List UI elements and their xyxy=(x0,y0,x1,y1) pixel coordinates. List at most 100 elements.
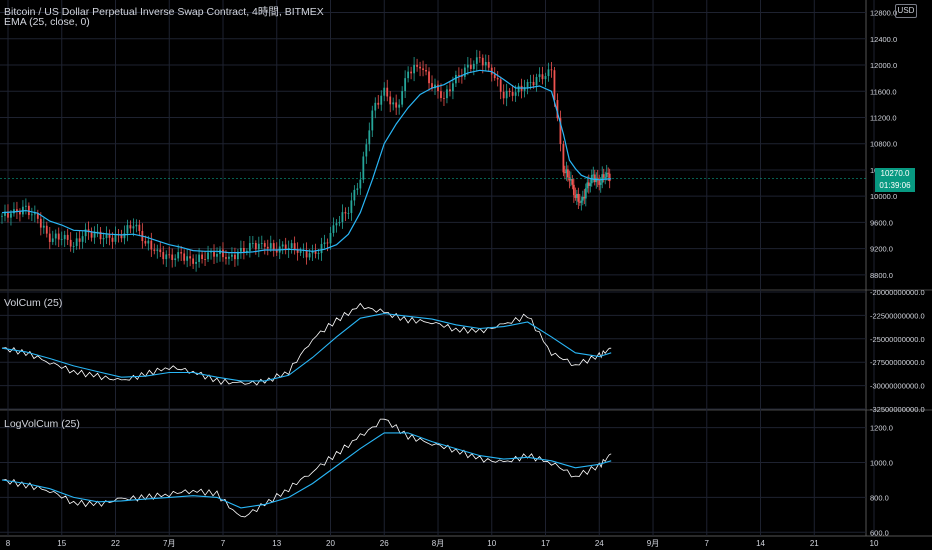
candle-body xyxy=(350,200,353,213)
candle-body xyxy=(556,100,559,119)
candle-body xyxy=(60,239,63,241)
candle-body xyxy=(493,74,496,79)
x-tick-label: 7 xyxy=(705,539,710,548)
candle-body xyxy=(7,211,9,218)
candle-body xyxy=(198,254,200,262)
candle-body xyxy=(30,214,33,216)
candle-body xyxy=(565,169,568,174)
candle-body xyxy=(213,251,215,257)
x-tick-label: 24 xyxy=(595,539,604,548)
candle-body xyxy=(481,57,484,66)
ema-indicator-label[interactable]: EMA (25, close, 0) xyxy=(4,16,90,28)
y-tick-label: 1000.0 xyxy=(870,459,893,468)
candle-body xyxy=(290,243,293,248)
logvolcum-title[interactable]: LogVolCum (25) xyxy=(4,418,80,430)
x-tick-label: 8 xyxy=(6,539,11,548)
candle-body xyxy=(201,254,203,259)
candle-body xyxy=(90,232,93,238)
price-axis[interactable]: 12800.0 12400.0 12000.0 11600.0 11200.0 10800… xyxy=(870,9,925,538)
candle-body xyxy=(605,172,608,178)
candle-body xyxy=(51,238,54,242)
candle-body xyxy=(275,249,278,253)
candle-body xyxy=(99,231,102,240)
candle-body xyxy=(332,225,335,233)
candle-body xyxy=(407,71,410,79)
candle-body xyxy=(529,81,532,83)
y-tick-label: 800.0 xyxy=(870,493,889,502)
x-tick-label: 7 xyxy=(221,539,226,548)
candle-body xyxy=(538,74,541,78)
candle-body xyxy=(204,258,206,260)
candle-body xyxy=(599,182,602,185)
candle-body xyxy=(260,243,263,244)
y-tick-label: 11200.0 xyxy=(870,113,897,122)
candle-body xyxy=(54,233,57,239)
y-tick-label: 10000.0 xyxy=(870,192,897,201)
candle-body xyxy=(532,81,535,86)
candle-body xyxy=(580,200,583,203)
candle-body xyxy=(566,169,569,178)
y-tick-label: -22500000000.0 xyxy=(870,311,925,320)
candle-body xyxy=(484,61,487,66)
candle-body xyxy=(487,61,490,68)
candle-body xyxy=(601,174,604,183)
indicator-line xyxy=(1,302,612,386)
candle-body xyxy=(353,189,356,201)
grid xyxy=(0,0,932,537)
candle-body xyxy=(602,174,605,178)
x-tick-label: 8月 xyxy=(432,539,444,548)
price-pane xyxy=(0,49,866,272)
candle-body xyxy=(365,144,368,157)
candle-body xyxy=(572,184,575,196)
y-tick-label: -32500000000.0 xyxy=(870,405,925,414)
candle-body xyxy=(452,83,454,92)
x-tick-label: 26 xyxy=(380,539,389,548)
candle-body xyxy=(210,251,212,253)
candle-body xyxy=(150,240,153,250)
candle-body xyxy=(472,63,475,69)
y-tick-label: 8800.0 xyxy=(870,271,893,280)
candle-body xyxy=(422,68,424,70)
candle-body xyxy=(502,91,505,99)
candle-body xyxy=(455,74,457,84)
y-tick-label: -27500000000.0 xyxy=(870,358,925,367)
y-tick-label: 9600.0 xyxy=(870,218,893,227)
candle-body xyxy=(242,248,245,252)
candle-body xyxy=(45,225,48,234)
candle-body xyxy=(401,91,404,105)
candle-body xyxy=(69,239,72,247)
candle-body xyxy=(263,243,266,247)
candle-body xyxy=(33,213,36,215)
candle-body xyxy=(308,253,311,258)
time-axis[interactable]: 8 15 22 7月 7 13 20 26 8月 10 17 24 9月 7 14 21 10 xyxy=(6,539,879,548)
currency-badge[interactable]: USD xyxy=(895,4,917,18)
candle-body xyxy=(553,70,556,101)
candle-body xyxy=(78,238,81,242)
candle-body xyxy=(66,234,69,240)
candle-body xyxy=(404,78,407,92)
y-tick-label: -20000000000.0 xyxy=(870,288,925,297)
candle-body xyxy=(102,238,105,240)
candle-body xyxy=(75,238,78,247)
candle-body xyxy=(371,110,374,131)
candle-body xyxy=(225,257,227,259)
candle-body xyxy=(269,243,272,249)
candle-body xyxy=(608,173,611,182)
indicator-ema-line xyxy=(1,432,612,509)
candle-body xyxy=(347,212,350,214)
x-tick-label: 20 xyxy=(326,539,335,548)
candle-body xyxy=(257,243,260,250)
candle-body xyxy=(496,78,499,80)
volcum-title[interactable]: VolCum (25) xyxy=(4,297,63,309)
candle-body xyxy=(475,57,478,64)
candle-body xyxy=(592,174,595,176)
candle-body xyxy=(547,69,550,77)
candle-body xyxy=(559,118,562,145)
candle-body xyxy=(508,90,511,93)
candle-body xyxy=(207,252,209,260)
candle-body xyxy=(108,234,111,238)
candle-body xyxy=(254,243,257,250)
candle-body xyxy=(437,84,439,92)
candle-body xyxy=(42,225,45,228)
